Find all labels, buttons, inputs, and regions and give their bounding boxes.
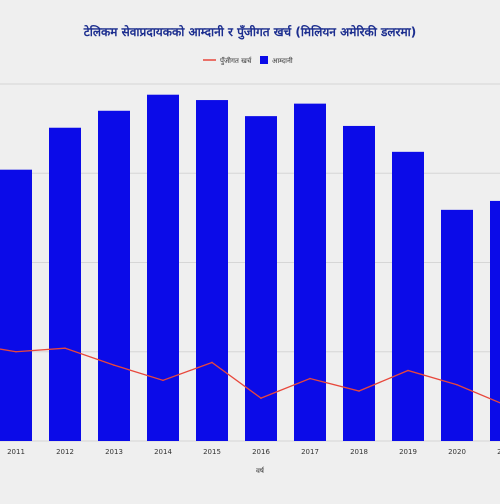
x-tick-label: 2018 [350,448,368,456]
x-tick-label: 2014 [154,448,172,456]
x-axis-label: वर्ष [256,466,265,475]
x-tick-label: 2017 [301,448,319,456]
point-capex-2014 [162,379,164,382]
point-capex-2017 [309,377,311,380]
bar-revenue-2015 [196,100,228,441]
bar-revenue-2019 [392,151,424,441]
bar-revenue-2011 [0,169,32,441]
legend-label-revenue: आम्दानी [272,56,293,65]
point-capex-2015 [211,361,213,364]
x-tick-label: 2019 [399,448,417,456]
point-capex-2019 [407,369,409,372]
x-tick-label: 2013 [105,448,123,456]
x-tick-label: 2015 [203,448,221,456]
legend: पुँजीगत खर्च आम्दानी [203,56,293,65]
x-tick-label: 2020 [448,448,466,456]
legend-bar-swatch [260,56,268,64]
x-tick-label: 2021 [497,448,500,456]
bar-series [0,94,500,442]
x-tick-label: 2012 [56,448,74,456]
point-capex-2012 [64,347,66,349]
x-axis-ticks: 2011 2012 2013 2014 2015 2016 2017 2018 2019 2020… [7,448,500,456]
bar-revenue-2016 [245,116,277,441]
point-capex-2011 [15,350,17,353]
bar-revenue-2018 [343,125,375,441]
point-capex-2018 [358,390,360,392]
point-capex-2013 [113,364,115,366]
x-tick-label: 2016 [252,448,270,456]
bar-revenue-2014 [147,94,179,442]
bar-revenue-2020 [441,209,473,441]
bar-revenue-2013 [98,110,130,442]
legend-label-capex: पुँजीगत खर्च [220,56,252,65]
point-capex-2016 [260,397,262,399]
bar-revenue-2012 [49,127,81,442]
bar-revenue-2021 [490,200,500,441]
line-series [0,347,500,404]
bar-revenue-2017 [294,103,326,441]
line-capex [0,347,500,404]
chart-title: टेलिकम सेवाप्रदायकको आम्दानी र पुँजीगत ख… [83,25,417,40]
x-tick-label: 2011 [7,448,25,456]
point-capex-2020 [456,383,458,386]
